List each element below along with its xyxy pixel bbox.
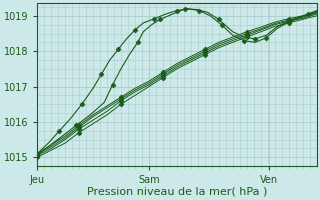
X-axis label: Pression niveau de la mer( hPa ): Pression niveau de la mer( hPa ) bbox=[87, 187, 267, 197]
